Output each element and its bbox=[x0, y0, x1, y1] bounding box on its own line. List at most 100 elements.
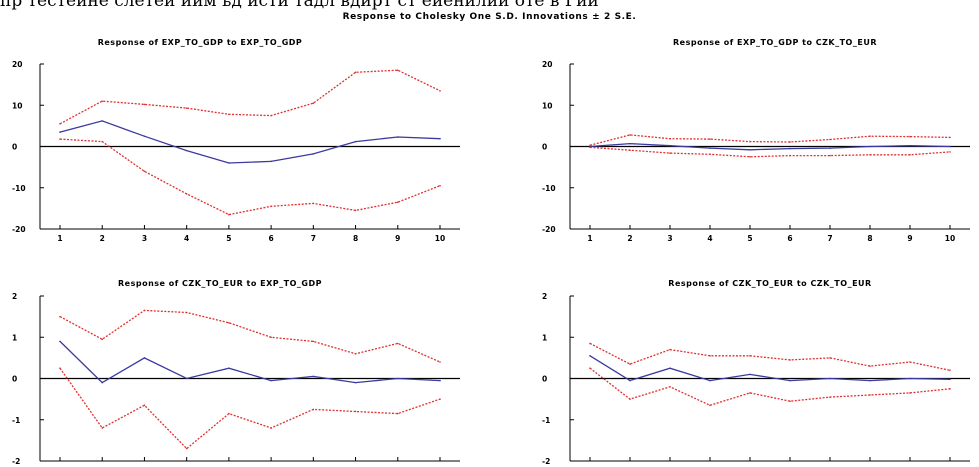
data-point bbox=[312, 340, 315, 343]
y-tick-label: 2 bbox=[542, 292, 547, 301]
data-point bbox=[354, 71, 357, 74]
data-point bbox=[789, 141, 791, 143]
upper-band-line bbox=[59, 69, 441, 125]
data-point bbox=[629, 379, 631, 382]
data-point bbox=[185, 377, 188, 380]
data-point bbox=[59, 131, 61, 133]
data-point bbox=[949, 145, 951, 148]
y-tick-label: 0 bbox=[542, 143, 547, 152]
data-point bbox=[789, 147, 791, 150]
data-point bbox=[669, 137, 671, 140]
data-point bbox=[270, 114, 272, 117]
response-line bbox=[589, 142, 951, 151]
data-point bbox=[949, 151, 951, 153]
response-line bbox=[59, 340, 441, 384]
lower-band-line bbox=[589, 146, 951, 158]
data-point bbox=[749, 392, 751, 394]
y-tick-label: 20 bbox=[542, 60, 552, 69]
y-tick-label: 10 bbox=[12, 101, 22, 110]
x-tick-label: 7 bbox=[827, 234, 832, 243]
y-tick-label: -20 bbox=[12, 225, 26, 234]
data-point bbox=[789, 359, 791, 361]
data-point bbox=[709, 355, 711, 357]
panel-title: Response of EXP_TO_GDP to EXP_TO_GDP bbox=[98, 38, 303, 47]
data-point bbox=[228, 113, 230, 116]
response-line bbox=[589, 355, 951, 382]
data-point bbox=[709, 153, 711, 156]
x-tick-label: 5 bbox=[747, 234, 752, 243]
data-point bbox=[101, 140, 104, 143]
data-point bbox=[396, 377, 399, 380]
panel-title: Response of EXP_TO_GDP to CZK_TO_EUR bbox=[673, 38, 877, 47]
data-point bbox=[185, 447, 188, 450]
x-tick-label: 3 bbox=[142, 234, 147, 243]
data-point bbox=[101, 381, 104, 384]
lower-band-line bbox=[589, 367, 951, 406]
x-tick-label: 4 bbox=[184, 234, 189, 243]
data-point bbox=[354, 140, 357, 143]
data-point bbox=[749, 140, 751, 143]
data-point bbox=[789, 400, 791, 402]
data-point bbox=[396, 69, 399, 71]
data-point bbox=[749, 156, 751, 158]
data-point bbox=[909, 377, 911, 380]
y-tick-label: 1 bbox=[12, 333, 17, 342]
data-point bbox=[869, 153, 871, 156]
upper-band-line bbox=[589, 134, 951, 146]
x-tick-label: 6 bbox=[269, 234, 274, 243]
x-tick-label: 2 bbox=[627, 234, 632, 243]
data-point bbox=[909, 153, 911, 156]
data-point bbox=[354, 381, 357, 384]
x-tick-label: 9 bbox=[395, 234, 400, 243]
data-point bbox=[629, 134, 631, 136]
data-point bbox=[909, 144, 911, 147]
data-point bbox=[228, 322, 230, 324]
data-point bbox=[185, 107, 188, 109]
chart-panel-4: Response of CZK_TO_EUR to CZK_TO_EUR 2 1 0 -… bbox=[542, 279, 970, 467]
data-point bbox=[829, 396, 831, 398]
data-point bbox=[909, 135, 911, 138]
data-point bbox=[949, 369, 951, 372]
upper-band-line bbox=[59, 309, 441, 363]
data-point bbox=[749, 355, 751, 357]
data-point bbox=[829, 357, 831, 359]
x-tick-label: 8 bbox=[353, 234, 358, 243]
data-point bbox=[312, 375, 315, 378]
data-point bbox=[749, 149, 751, 151]
x-tick-label: 1 bbox=[57, 234, 62, 243]
data-point bbox=[709, 404, 711, 407]
x-tick-label: 4 bbox=[707, 234, 712, 243]
data-point bbox=[396, 412, 399, 415]
data-point bbox=[396, 136, 399, 138]
data-point bbox=[829, 377, 831, 380]
data-point bbox=[59, 315, 61, 318]
data-point bbox=[59, 367, 61, 369]
x-tick-label: 9 bbox=[907, 234, 912, 243]
data-point bbox=[312, 102, 315, 104]
data-point bbox=[396, 201, 399, 203]
data-point bbox=[869, 394, 871, 396]
data-point bbox=[829, 154, 831, 157]
data-point bbox=[101, 427, 104, 429]
y-tick-label: -1 bbox=[542, 416, 550, 425]
data-point bbox=[270, 336, 272, 339]
x-tick-label: 10 bbox=[435, 234, 445, 243]
data-point bbox=[439, 361, 441, 363]
data-point bbox=[101, 338, 104, 341]
data-point bbox=[228, 213, 230, 216]
data-point bbox=[439, 398, 441, 400]
data-point bbox=[869, 379, 871, 382]
chart-panel-1: Response of EXP_TO_GDP to EXP_TO_GDP2010… bbox=[12, 38, 460, 243]
data-point bbox=[629, 398, 631, 400]
data-point bbox=[629, 149, 631, 152]
data-point bbox=[59, 340, 61, 343]
panel-title: Response of CZK_TO_EUR to EXP_TO_GDP bbox=[118, 279, 322, 288]
data-point bbox=[949, 388, 951, 390]
y-tick-label: 0 bbox=[542, 375, 547, 384]
data-point bbox=[312, 153, 315, 155]
data-point bbox=[101, 100, 104, 102]
data-point bbox=[709, 147, 711, 149]
data-point bbox=[869, 365, 871, 367]
panel-title: Response of CZK_TO_EUR to CZK_TO_EUR bbox=[668, 279, 871, 288]
